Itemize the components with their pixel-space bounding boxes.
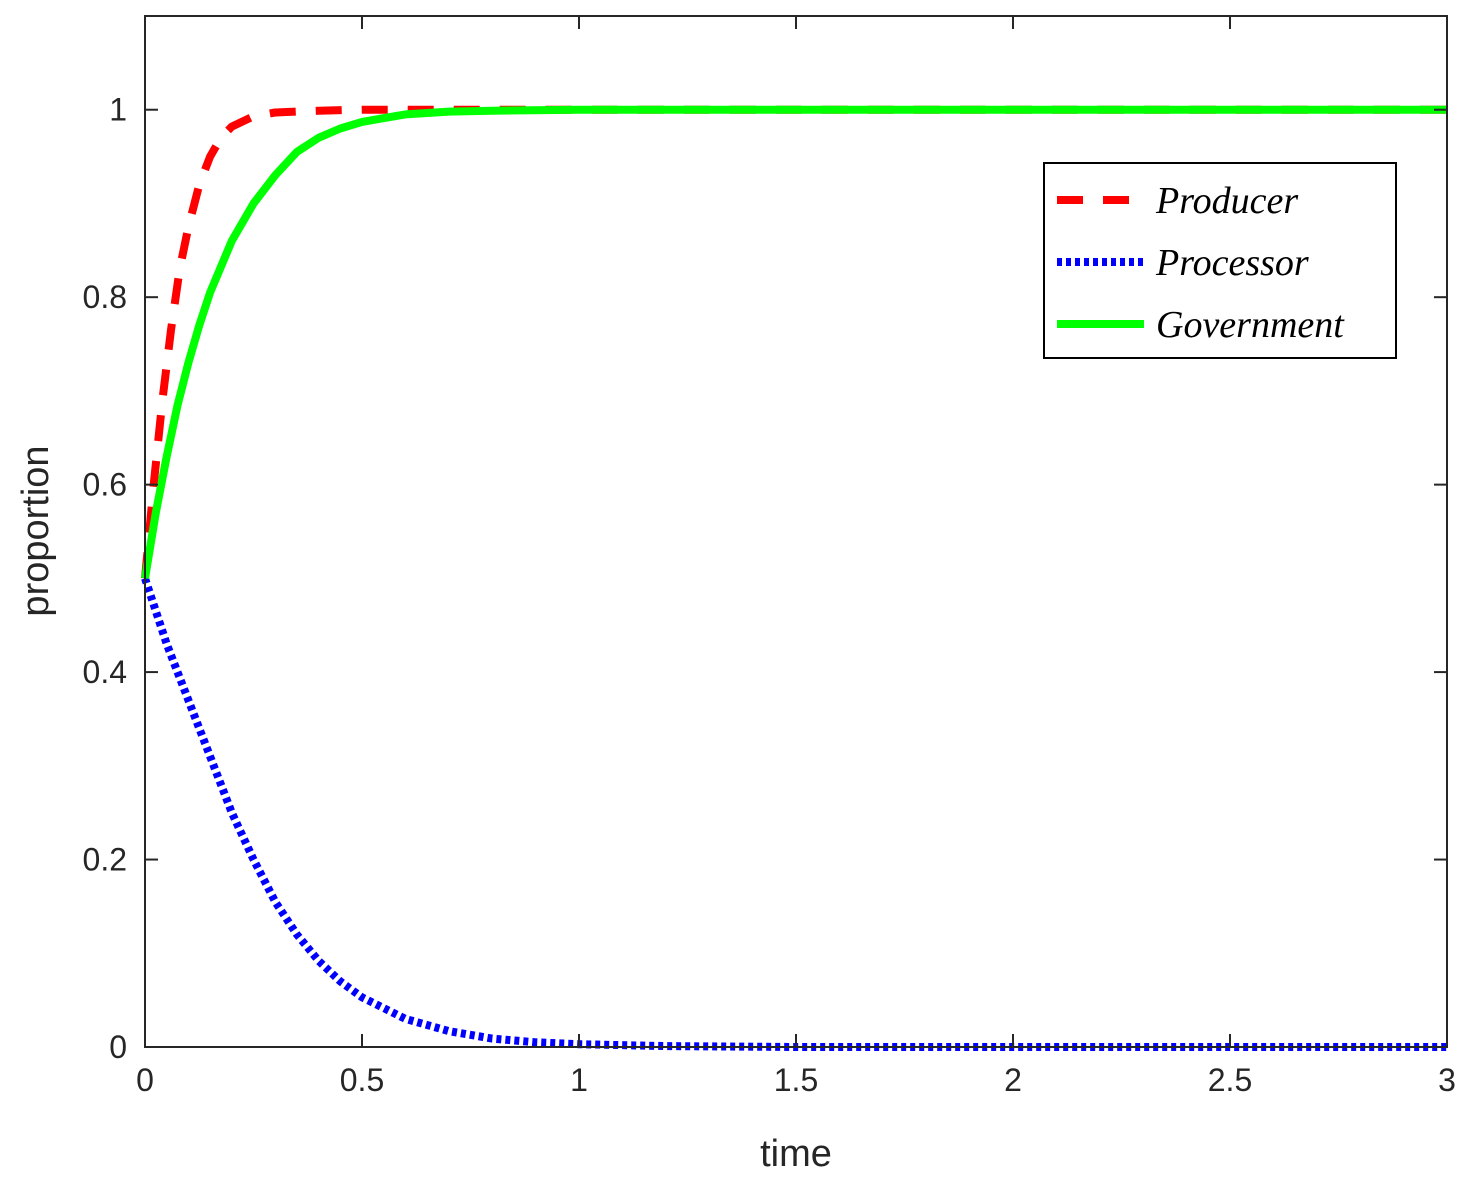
y-tick-label: 0.8 xyxy=(83,279,127,315)
legend-label-producer: Producer xyxy=(1155,180,1298,222)
y-tick-label: 0.6 xyxy=(83,467,127,503)
y-tick-label: 0.2 xyxy=(83,842,127,878)
x-axis-label: time xyxy=(760,1133,832,1175)
y-tick-label: 0 xyxy=(109,1029,127,1065)
x-tick-label: 0.5 xyxy=(340,1062,384,1098)
y-axis-label: proportion xyxy=(15,445,57,616)
y-tick-label: 1 xyxy=(109,92,127,128)
series-line-government xyxy=(141,105,1447,580)
x-tick-label: 3 xyxy=(1438,1062,1456,1098)
x-tick-label: 1 xyxy=(570,1062,588,1098)
x-tick-label: 1.5 xyxy=(774,1062,818,1098)
ticks-layer: 0 0.5 1 1.5 2 2.5 3 0 0.2 0.4 0.6 0.8 1 xyxy=(83,16,1456,1098)
legend: Producer Processor Government xyxy=(1043,162,1397,359)
series-line-producer xyxy=(141,105,1447,579)
legend-label-government: Government xyxy=(1156,304,1345,346)
legend-label-processor: Processor xyxy=(1155,242,1309,284)
y-tick-label: 0.4 xyxy=(83,654,127,690)
x-tick-label: 2.5 xyxy=(1208,1062,1252,1098)
x-tick-label: 2 xyxy=(1004,1062,1022,1098)
x-tick-label: 0 xyxy=(136,1062,154,1098)
